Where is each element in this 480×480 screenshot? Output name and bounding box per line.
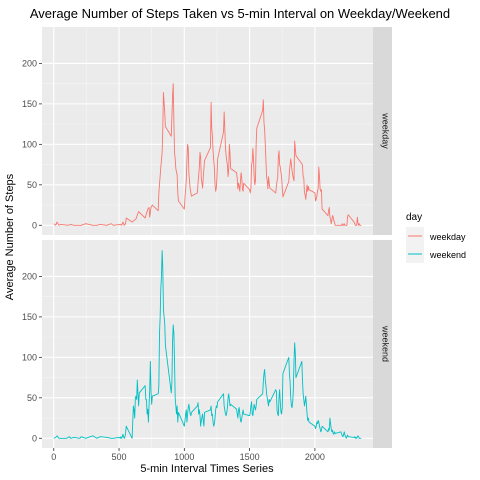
legend-label-weekend: weekend <box>429 250 466 260</box>
legend-title: day <box>406 212 422 223</box>
panel-weekday: weekday <box>42 27 392 235</box>
y-axis-title: Average Number of Steps <box>4 173 16 300</box>
strip-weekday <box>373 27 392 235</box>
panel-weekend-grid <box>42 240 373 448</box>
y-tick-label: 50 <box>27 393 37 403</box>
y-tick-label: 150 <box>22 99 37 109</box>
legend-label-weekday: weekday <box>429 232 466 242</box>
panel-weekend: weekend <box>42 240 392 448</box>
y-tick-label: 200 <box>22 271 37 281</box>
legend: day weekday weekend <box>406 212 466 263</box>
strip-weekend <box>373 240 392 448</box>
x-tick-label: 0 <box>51 452 56 462</box>
strip-label-weekday: weekday <box>381 112 391 149</box>
y-tick-label: 100 <box>22 139 37 149</box>
panel-weekend-series <box>53 250 362 439</box>
panel-weekday-series <box>53 83 362 226</box>
x-tick-label: 500 <box>112 452 127 462</box>
strip-label-weekend: weekend <box>381 325 391 362</box>
chart-title: Average Number of Steps Taken vs 5-min I… <box>30 6 450 21</box>
series-line-weekday <box>53 83 362 226</box>
x-tick-label: 1000 <box>174 452 194 462</box>
y-tick-label: 0 <box>32 220 37 230</box>
y-tick-label: 100 <box>22 352 37 362</box>
x-axis-title: 5-min Interval Times Series <box>140 463 274 475</box>
panel-weekday-background <box>42 27 373 235</box>
series-line-weekend <box>53 250 362 439</box>
x-tick-label: 1500 <box>240 452 260 462</box>
y-tick-label: 50 <box>27 180 37 190</box>
y-tick-label: 150 <box>22 312 37 322</box>
y-tick-label: 0 <box>32 433 37 443</box>
y-axis-ticks: 0 50 100 150 200 0 50 100 150 200 <box>22 58 42 443</box>
x-tick-label: 2000 <box>305 452 325 462</box>
y-tick-label: 200 <box>22 58 37 68</box>
x-axis-ticks: 0 500 1000 1500 2000 <box>51 448 325 462</box>
panel-weekend-background <box>42 240 373 448</box>
panel-weekday-grid <box>42 27 373 235</box>
